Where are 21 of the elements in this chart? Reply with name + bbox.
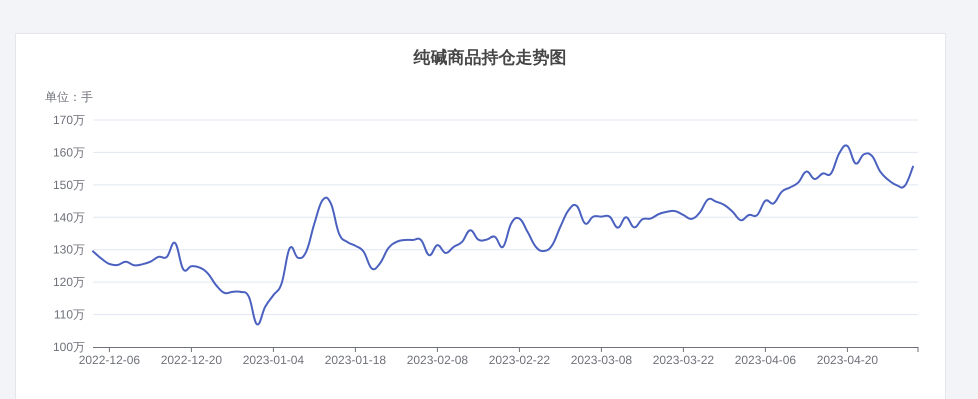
y-tick-label: 170万 [52,113,85,127]
x-tick-label: 2023-03-08 [570,353,632,367]
x-tick-label: 2022-12-20 [160,353,222,367]
y-axis-title: 单位：手 [45,90,93,104]
chart-title: 纯碱商品持仓走势图 [412,48,566,67]
y-tick-label: 120万 [52,275,85,290]
x-tick-label: 2023-02-22 [488,353,550,367]
x-tick-label: 2023-04-06 [734,353,796,367]
x-tick-label: 2023-01-18 [324,353,386,367]
x-tick-label: 2023-02-08 [406,353,468,367]
x-tick-label: 2023-04-20 [816,353,878,367]
y-tick-label: 130万 [52,242,85,257]
line-series [92,144,914,326]
y-tick-label: 100万 [52,340,85,354]
x-tick-label: 2023-01-04 [242,353,304,367]
y-tick-label: 160万 [52,145,85,160]
x-tick-label: 2022-12-06 [78,353,140,367]
x-tick-label: 2023-03-22 [652,353,714,367]
y-tick-label: 150万 [52,178,85,192]
y-tick-label: 110万 [54,308,85,322]
y-tick-label: 140万 [52,210,85,224]
